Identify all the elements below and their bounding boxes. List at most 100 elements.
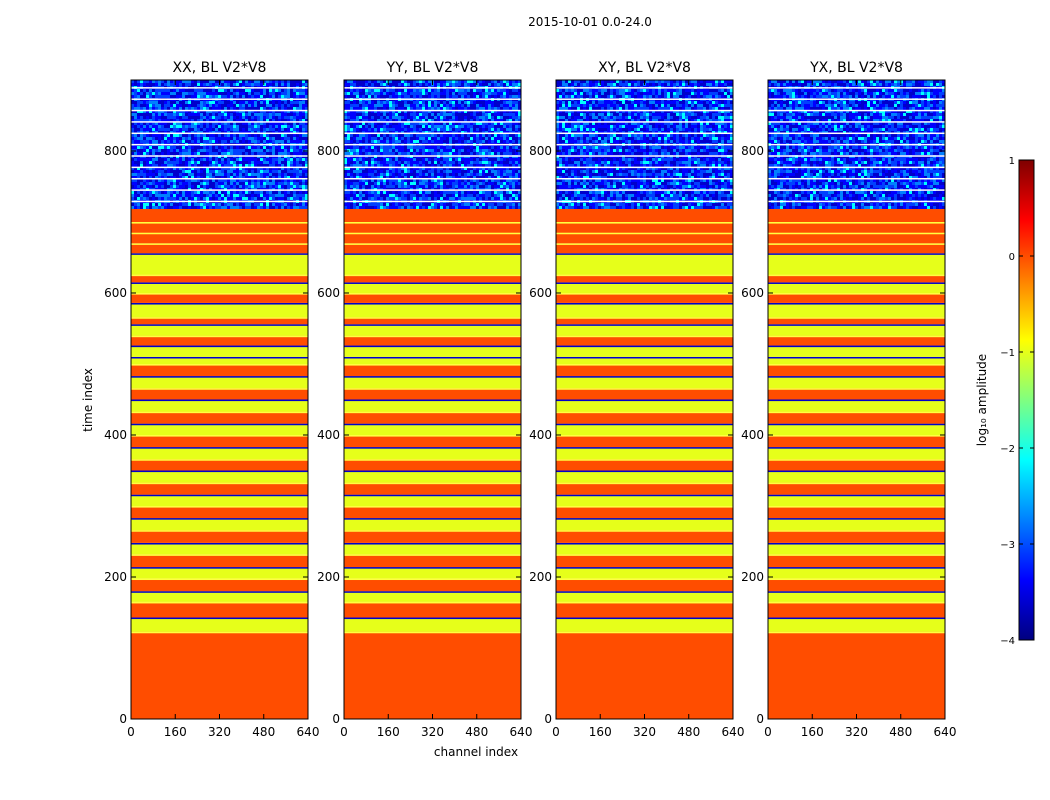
noise-pixel: [470, 101, 473, 104]
noise-pixel: [248, 206, 251, 209]
noise-pixel: [275, 191, 278, 194]
noise-pixel: [221, 146, 224, 149]
noise-pixel: [272, 164, 275, 167]
noise-pixel: [497, 176, 500, 179]
noise-pixel: [272, 113, 275, 116]
noise-pixel: [413, 128, 416, 131]
noise-pixel: [479, 131, 482, 134]
noise-pixel: [482, 137, 485, 140]
noise-pixel: [380, 122, 383, 125]
heatmap-band: [344, 222, 521, 233]
noise-pixel: [182, 176, 185, 179]
noise-pixel: [491, 146, 494, 149]
noise-pixel: [158, 167, 161, 170]
noise-pixel: [293, 170, 296, 173]
noise-pixel: [200, 134, 203, 137]
noise-pixel: [437, 95, 440, 98]
noise-pixel: [254, 128, 257, 131]
noise-pixel: [356, 128, 359, 131]
noise-pixel: [140, 203, 143, 206]
noise-pixel: [383, 167, 386, 170]
noise-pixel: [491, 83, 494, 86]
noise-pixel: [419, 131, 422, 134]
noise-pixel: [371, 116, 374, 119]
noise-pixel: [476, 170, 479, 173]
noise-pixel: [473, 95, 476, 98]
noise-pixel: [350, 131, 353, 134]
noise-pixel: [485, 80, 488, 83]
noise-pixel: [161, 83, 164, 86]
noise-pixel: [443, 101, 446, 104]
noise-pixel: [140, 107, 143, 110]
noise-pixel: [503, 170, 506, 173]
noise-pixel: [233, 83, 236, 86]
noise-pixel: [170, 206, 173, 209]
noise-pixel: [188, 176, 191, 179]
noise-pixel: [206, 164, 209, 167]
noise-pixel: [233, 101, 236, 104]
noise-pixel: [299, 122, 302, 125]
noise-pixel: [383, 101, 386, 104]
noise-pixel: [290, 95, 293, 98]
noise-pixel: [434, 179, 437, 182]
noise-pixel: [212, 83, 215, 86]
noise-pixel: [185, 92, 188, 95]
noise-pixel: [275, 152, 278, 155]
noise-pixel: [197, 89, 200, 92]
noise-pixel: [131, 110, 134, 113]
noise-pixel: [455, 161, 458, 164]
noise-pixel: [434, 176, 437, 179]
noise-pixel: [389, 83, 392, 86]
noise-pixel: [512, 191, 515, 194]
noise-pixel: [209, 161, 212, 164]
noise-pixel: [296, 131, 299, 134]
noise-pixel: [440, 113, 443, 116]
noise-pixel: [179, 122, 182, 125]
noise-pixel: [248, 101, 251, 104]
noise-pixel: [149, 95, 152, 98]
band-separator: [344, 506, 521, 508]
noise-pixel: [368, 110, 371, 113]
noise-pixel: [419, 140, 422, 143]
noise-pixel: [161, 146, 164, 149]
noise-pixel: [278, 173, 281, 176]
noise-pixel: [467, 128, 470, 131]
noise-pixel: [506, 167, 509, 170]
noise-pixel: [425, 122, 428, 125]
noise-pixel: [263, 131, 266, 134]
noise-pixel: [239, 119, 242, 122]
noise-pixel: [173, 152, 176, 155]
noise-pixel: [278, 158, 281, 161]
noise-pixel: [260, 191, 263, 194]
noise-pixel: [278, 95, 281, 98]
noise-pixel: [161, 203, 164, 206]
noise-pixel: [464, 185, 467, 188]
noise-pixel: [137, 167, 140, 170]
noise-pixel: [356, 101, 359, 104]
noise-pixel: [377, 101, 380, 104]
noise-pixel: [197, 107, 200, 110]
noise-pixel: [173, 89, 176, 92]
noise-pixel: [302, 122, 305, 125]
noise-pixel: [443, 83, 446, 86]
noise-pixel: [509, 140, 512, 143]
noise-pixel: [509, 176, 512, 179]
noise-pixel: [395, 107, 398, 110]
noise-pixel: [170, 140, 173, 143]
noise-pixel: [383, 134, 386, 137]
noise-pixel: [299, 119, 302, 122]
noise-pixel: [230, 116, 233, 119]
noise-pixel: [227, 107, 230, 110]
noise-pixel: [200, 125, 203, 128]
noise-pixel: [500, 83, 503, 86]
band-separator: [131, 530, 308, 532]
noise-pixel: [137, 206, 140, 209]
noise-pixel: [467, 152, 470, 155]
heatmap-band: [131, 345, 308, 357]
noise-pixel: [290, 161, 293, 164]
noise-pixel: [368, 95, 371, 98]
noise-pixel: [425, 92, 428, 95]
noise-pixel: [266, 185, 269, 188]
noise-pixel: [236, 80, 239, 83]
noise-pixel: [257, 161, 260, 164]
